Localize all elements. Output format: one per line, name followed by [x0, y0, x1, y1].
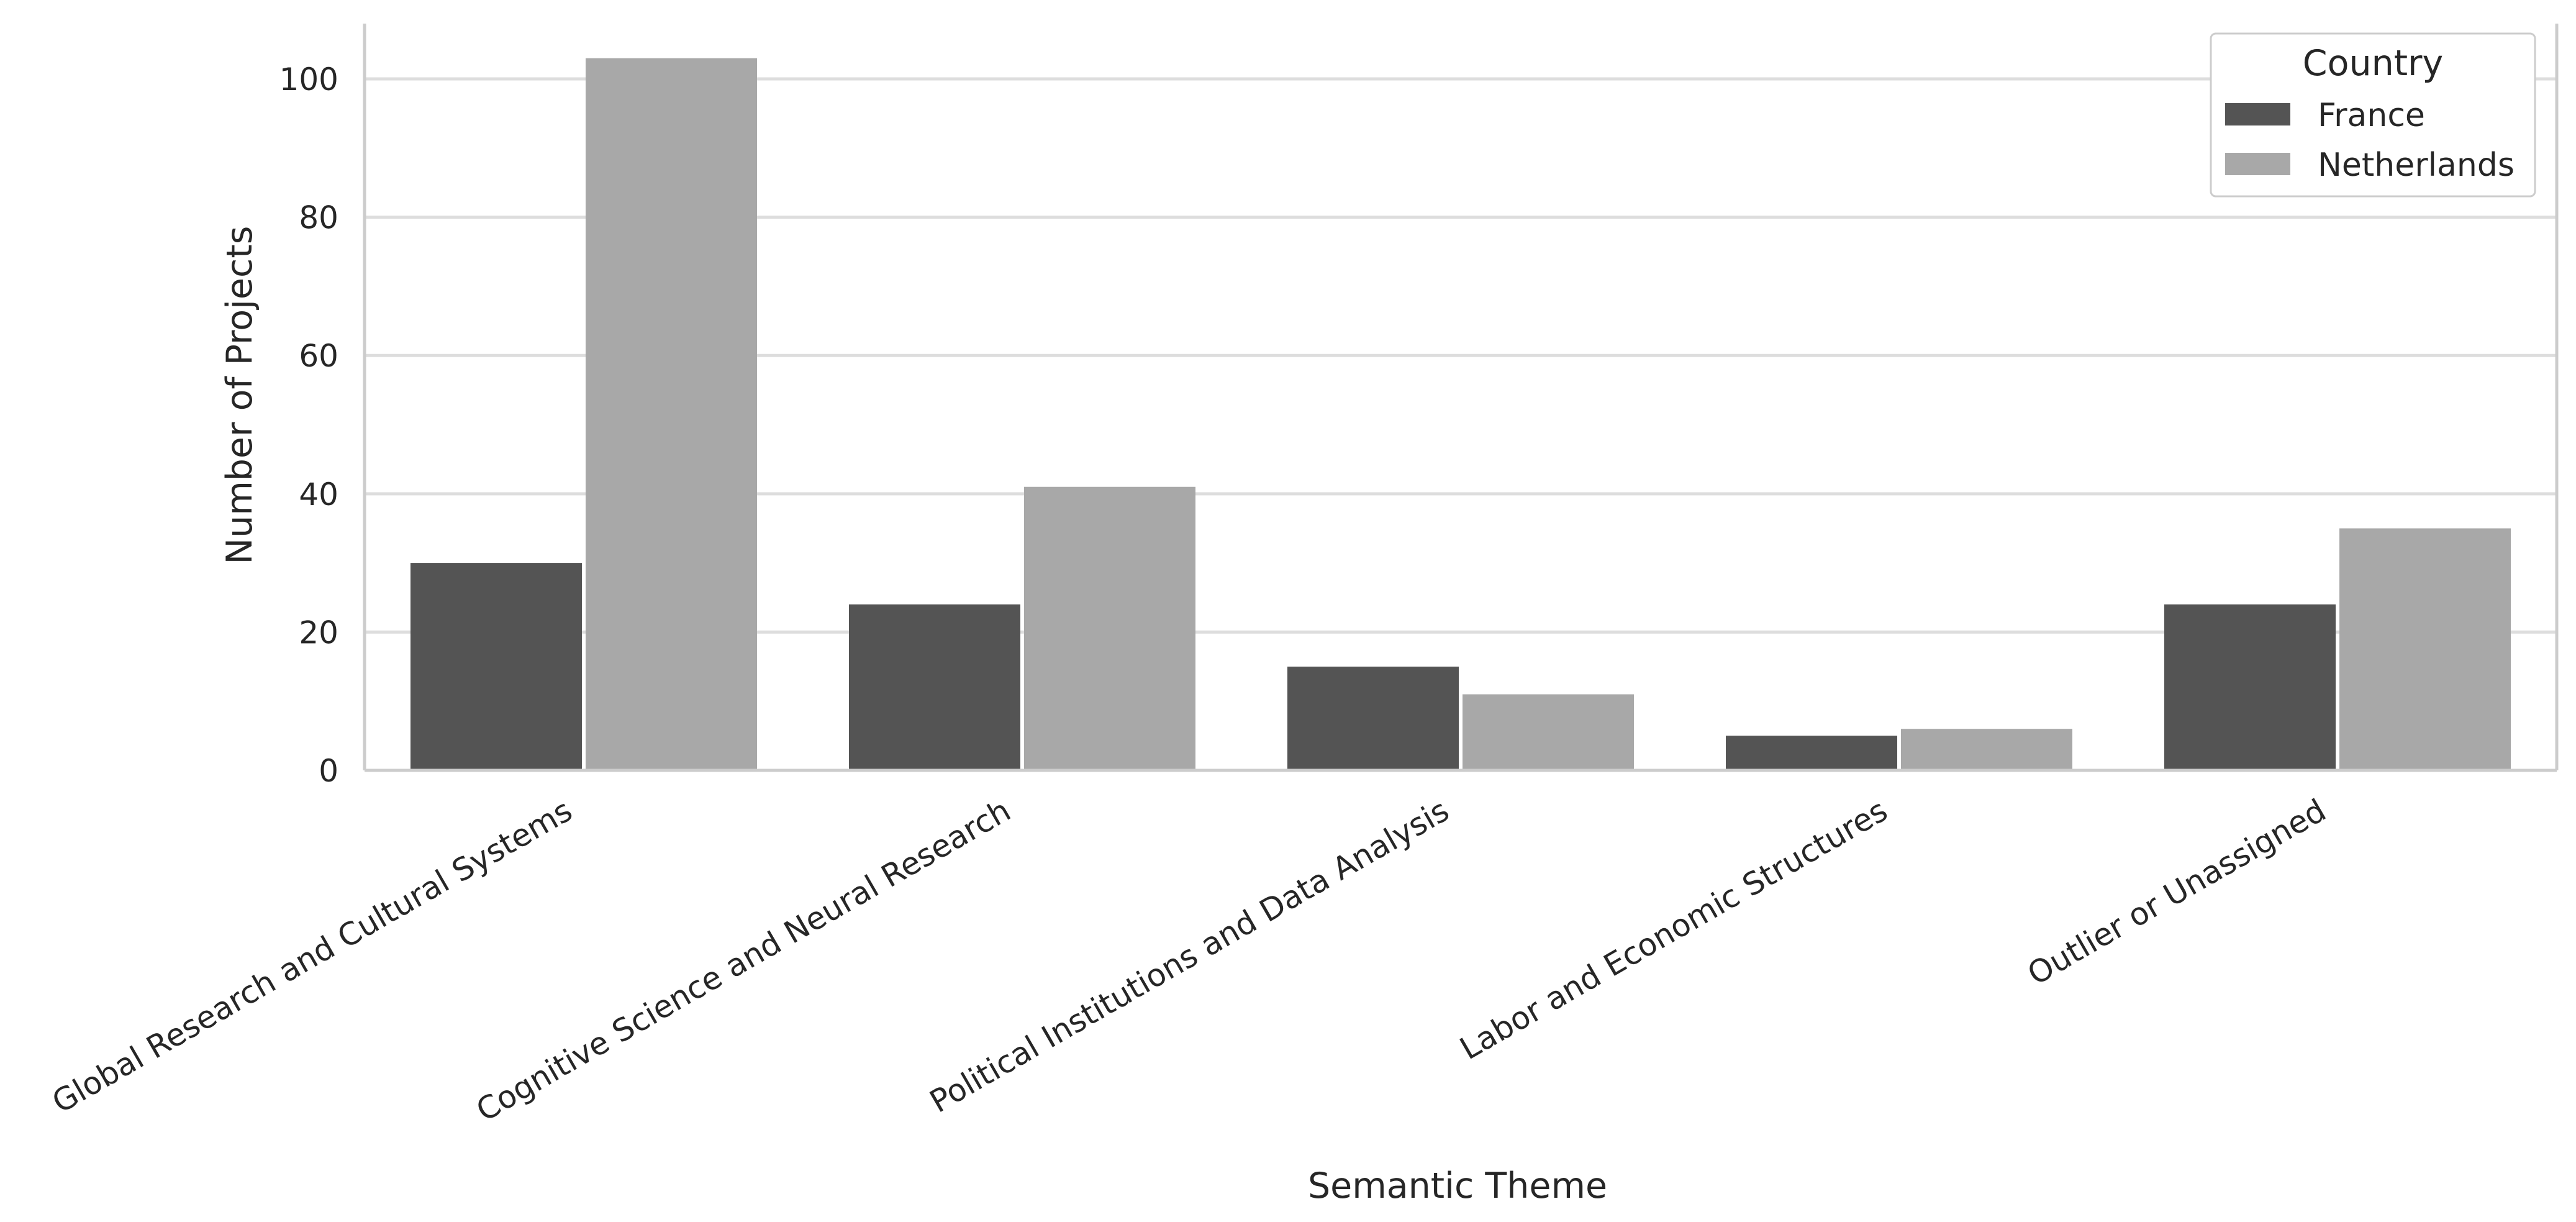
x-tick-labels: Global Research and Cultural SystemsCogn… [46, 792, 2332, 1128]
y-tick-label: 100 [279, 62, 338, 98]
legend-label-france: France [2318, 97, 2425, 134]
x-tick-label: Political Institutions and Data Analysis [923, 792, 1455, 1119]
x-tick-label: Global Research and Cultural Systems [46, 792, 578, 1120]
y-tick-label: 40 [299, 476, 338, 513]
bars [410, 58, 2511, 770]
y-tick-labels: 0 20 40 60 80 100 [279, 62, 338, 789]
bar-netherlands-5 [2339, 528, 2511, 770]
x-tick-label: Outlier or Unassigned [2021, 792, 2332, 992]
y-tick-label: 0 [319, 753, 338, 789]
bar-france-3 [1287, 667, 1459, 770]
x-tick-label: Cognitive Science and Neural Research [470, 792, 1017, 1128]
y-tick-label: 80 [299, 200, 338, 236]
bar-france-5 [2164, 604, 2336, 770]
y-tick-label: 20 [299, 614, 338, 650]
bar-netherlands-3 [1463, 694, 1634, 770]
x-tick-label: Labor and Economic Structures [1454, 792, 1893, 1067]
bar-france-1 [410, 563, 582, 770]
axes [363, 24, 2559, 772]
legend-label-netherlands: Netherlands [2318, 147, 2515, 184]
legend: Country France Netherlands [2210, 32, 2536, 198]
bar-france-2 [849, 604, 1020, 770]
bar-netherlands-2 [1024, 486, 1195, 770]
x-axis-title: Semantic Theme [1308, 1165, 1607, 1206]
legend-swatch-netherlands [2225, 153, 2290, 175]
bar-netherlands-1 [586, 58, 757, 770]
bar-netherlands-4 [1901, 729, 2072, 770]
legend-items: France Netherlands [2225, 97, 2515, 184]
legend-swatch-france [2225, 103, 2290, 125]
bar-france-4 [1726, 736, 1897, 770]
legend-box [2210, 32, 2536, 198]
y-axis-title: Number of Projects [219, 226, 260, 565]
y-tick-label: 60 [299, 338, 338, 374]
legend-title: Country [2303, 43, 2443, 84]
